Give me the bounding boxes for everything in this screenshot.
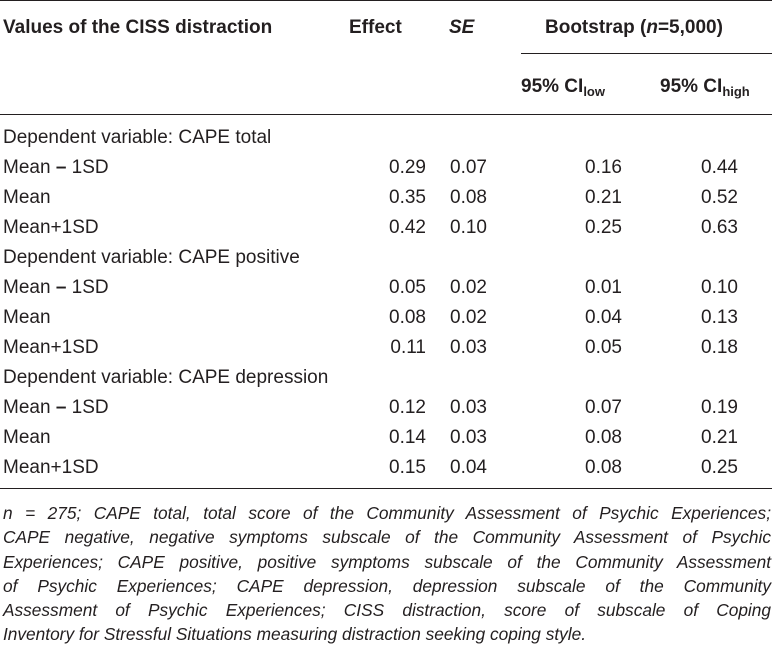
row-label: Mean [3, 427, 51, 448]
se-value: 0.10 [450, 217, 487, 238]
effect-value: 0.42 [389, 217, 426, 238]
ci-low-value: 0.08 [585, 457, 622, 478]
ci-low-value: 0.01 [585, 277, 622, 298]
ci-high-value: 0.52 [701, 187, 738, 208]
footnote-line: Assessment of Psychic Experiences; CISS … [3, 600, 771, 621]
effect-value: 0.35 [389, 187, 426, 208]
se-value: 0.02 [450, 277, 487, 298]
footnote-line: Experiences; CAPE positive, positive sym… [3, 551, 771, 572]
row-label: Mean+1SD [3, 337, 99, 358]
table-footnote: n = 275; CAPE total, total score of the … [3, 501, 771, 647]
ci-low-value: 0.08 [585, 427, 622, 448]
ci-low-value: 0.21 [585, 187, 622, 208]
footnote-line: n = 275; CAPE total, total score of the … [3, 503, 771, 523]
ci-high-value: 0.10 [701, 277, 738, 298]
footnote-line: CAPE negative, negative symptoms subscal… [3, 527, 771, 548]
effect-value: 0.15 [389, 457, 426, 478]
footnote-line: of Psychic Experiences; CAPE depression,… [3, 575, 771, 596]
effect-value: 0.12 [389, 397, 426, 418]
ci-low-value: 0.25 [585, 217, 622, 238]
ci-low-value: 0.07 [585, 397, 622, 418]
effect-value: 0.29 [389, 157, 426, 178]
row-label: Mean+1SD [3, 217, 99, 238]
se-value: 0.08 [450, 187, 487, 208]
ci-high-value: 0.13 [701, 307, 738, 328]
se-value: 0.02 [450, 307, 487, 328]
effect-value: 0.11 [390, 337, 426, 358]
effect-value: 0.14 [389, 427, 426, 448]
section-label: Dependent variable: CAPE positive [3, 247, 300, 268]
row-label: Mean – 1SD [3, 157, 109, 178]
section-label: Dependent variable: CAPE total [3, 127, 272, 148]
header-effect: Effect [349, 17, 402, 38]
row-label: Mean – 1SD [3, 397, 109, 418]
ci-low-value: 0.04 [585, 307, 622, 328]
ci-low-value: 0.16 [585, 157, 622, 178]
effect-value: 0.05 [389, 277, 426, 298]
effect-value: 0.08 [389, 307, 426, 328]
ci-high-value: 0.19 [701, 397, 738, 418]
ci-low-value: 0.05 [585, 337, 622, 358]
header-bottom-rule [0, 114, 772, 115]
header-ci-high: 95% CIhigh [660, 76, 750, 99]
se-value: 0.04 [450, 457, 487, 478]
row-label: Mean+1SD [3, 457, 99, 478]
bootstrap-sub-rule [521, 53, 772, 54]
se-value: 0.03 [450, 337, 487, 358]
section-label: Dependent variable: CAPE depression [3, 367, 329, 388]
table-bottom-rule [0, 488, 772, 489]
ci-high-value: 0.63 [701, 217, 738, 238]
ci-high-value: 0.18 [701, 337, 738, 358]
table-top-rule [0, 0, 772, 1]
footnote-line: Inventory for Stressful Situations measu… [3, 624, 587, 645]
se-value: 0.03 [450, 397, 487, 418]
header-ci-low: 95% CIlow [521, 76, 605, 99]
header-values-ciss: Values of the CISS distraction [3, 17, 273, 38]
se-value: 0.07 [450, 157, 487, 178]
row-label: Mean – 1SD [3, 277, 109, 298]
row-label: Mean [3, 307, 51, 328]
ci-high-value: 0.44 [701, 157, 738, 178]
se-value: 0.03 [450, 427, 487, 448]
header-se: SE [449, 17, 475, 38]
row-label: Mean [3, 187, 51, 208]
ci-high-value: 0.21 [701, 427, 738, 448]
header-bootstrap: Bootstrap (n=5,000) [545, 17, 723, 38]
ci-high-value: 0.25 [701, 457, 738, 478]
